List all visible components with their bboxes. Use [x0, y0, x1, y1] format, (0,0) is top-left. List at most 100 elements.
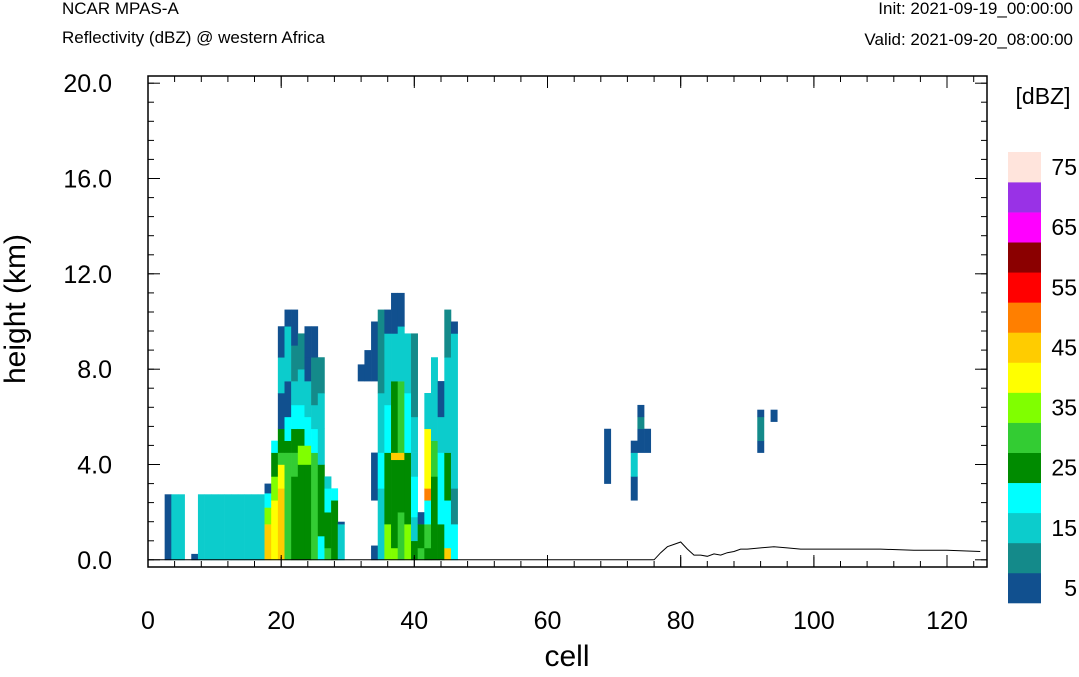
reflectivity-cell	[337, 524, 345, 561]
reflectivity-cell	[411, 333, 418, 418]
reflectivity-cell	[444, 309, 452, 358]
colorbar-box	[1008, 302, 1041, 333]
reflectivity-cell	[291, 476, 299, 561]
reflectivity-cell	[397, 459, 405, 513]
reflectivity-cell	[637, 428, 645, 453]
valid-time: Valid: 2021-09-20_08:00:00	[864, 30, 1073, 49]
reflectivity-cell	[277, 357, 285, 394]
reflectivity-cell	[331, 488, 339, 501]
reflectivity-cell	[444, 547, 452, 561]
reflectivity-cell	[277, 452, 285, 465]
reflectivity-cell	[391, 333, 398, 382]
reflectivity-cell	[637, 404, 645, 418]
reflectivity-cell	[384, 333, 392, 406]
x-tick-label: 0	[141, 607, 155, 635]
colorbar-title: [dBZ]	[1016, 83, 1071, 109]
reflectivity-cell	[384, 309, 392, 334]
colorbar-label: 35	[1051, 395, 1077, 421]
colorbar-box	[1008, 542, 1041, 574]
reflectivity-cell	[444, 452, 452, 501]
reflectivity-cell	[197, 494, 205, 561]
reflectivity-cell	[417, 524, 425, 549]
colorbar-label: 75	[1051, 154, 1077, 180]
reflectivity-cell	[391, 381, 398, 453]
reflectivity-cell	[450, 333, 458, 430]
reflectivity-cell	[770, 409, 778, 422]
reflectivity-cell	[437, 524, 445, 561]
reflectivity-cell	[291, 345, 299, 382]
reflectivity-cell	[404, 452, 412, 525]
reflectivity-cell	[424, 393, 432, 430]
reflectivity-cell	[277, 488, 285, 561]
reflectivity-cell	[264, 507, 272, 525]
reflectivity-cell	[304, 445, 312, 465]
reflectivity-cell	[397, 326, 405, 382]
reflectivity-cell	[397, 292, 405, 327]
reflectivity-cell	[397, 512, 405, 561]
reflectivity-cell	[377, 488, 385, 561]
reflectivity-cell	[204, 494, 212, 561]
reflectivity-cell	[324, 512, 332, 549]
reflectivity-cell	[277, 393, 285, 430]
terrain-line	[148, 541, 981, 561]
colorbar-box	[1008, 152, 1041, 183]
reflectivity-cell	[297, 404, 305, 430]
colorbar-box	[1008, 212, 1041, 243]
reflectivity-cell	[364, 350, 372, 382]
y-tick-label: 20.0	[63, 70, 112, 98]
reflectivity-cell	[450, 321, 458, 334]
x-tick-label: 20	[267, 607, 295, 635]
reflectivity-cell	[304, 326, 312, 358]
reflectivity-cell	[317, 428, 325, 465]
reflectivity-cell	[391, 459, 398, 549]
reflectivity-cell	[171, 494, 179, 561]
reflectivity-cell	[324, 488, 332, 513]
reflectivity-cell	[271, 476, 279, 501]
colorbar-label: 15	[1051, 515, 1077, 541]
x-tick-labels: 0 20 40 60 80 100 120	[141, 607, 968, 635]
reflectivity-cell	[304, 357, 312, 382]
colorbar-box	[1008, 272, 1041, 303]
reflectivity-cell	[284, 452, 292, 561]
reflectivity-cell	[291, 452, 299, 477]
colorbar-box	[1008, 482, 1041, 514]
reflectivity-cell	[391, 547, 398, 561]
reflectivity-cell	[311, 452, 319, 561]
reflectivity-cell	[311, 404, 319, 430]
y-tick-labels: 0.0 4.0 8.0 12.0 16.0 20.0	[63, 70, 112, 575]
reflectivity-cell	[284, 416, 292, 441]
reflectivity-cell	[431, 357, 438, 441]
reflectivity-cell	[371, 452, 379, 501]
reflectivity-cell	[377, 393, 385, 453]
reflectivity-cell	[637, 416, 645, 430]
reflectivity-cell	[264, 524, 272, 561]
reflectivity-cell	[164, 494, 172, 561]
reflectivity-cell	[437, 416, 445, 453]
reflectivity-cell	[424, 428, 432, 489]
colorbar	[1008, 152, 1041, 604]
reflectivity-cell	[237, 494, 245, 561]
reflectivity-cell	[251, 494, 259, 561]
reflectivity-cell	[264, 483, 272, 494]
reflectivity-cell	[277, 464, 285, 489]
reflectivity-cell	[317, 393, 325, 430]
reflectivity-cell	[450, 428, 458, 489]
reflectivity-cell	[284, 326, 292, 382]
x-tick-label: 100	[793, 607, 835, 635]
reflectivity-cell	[644, 428, 652, 453]
reflectivity-cell	[284, 381, 292, 418]
colorbar-label: 45	[1051, 334, 1077, 360]
reflectivity-cell	[271, 500, 279, 561]
reflectivity-cell	[284, 309, 292, 327]
reflectivity-cell	[437, 452, 445, 525]
reflectivity-cell	[311, 326, 319, 358]
init-time: Init: 2021-09-19_00:00:00	[878, 0, 1073, 18]
reflectivity-cell	[757, 416, 765, 441]
reflectivity-cell	[231, 494, 239, 561]
colorbar-box	[1008, 362, 1041, 393]
reflectivity-cell	[304, 416, 312, 446]
x-tick-label: 120	[926, 607, 968, 635]
colorbar-label: 55	[1051, 274, 1077, 300]
reflectivity-cell	[304, 464, 312, 561]
